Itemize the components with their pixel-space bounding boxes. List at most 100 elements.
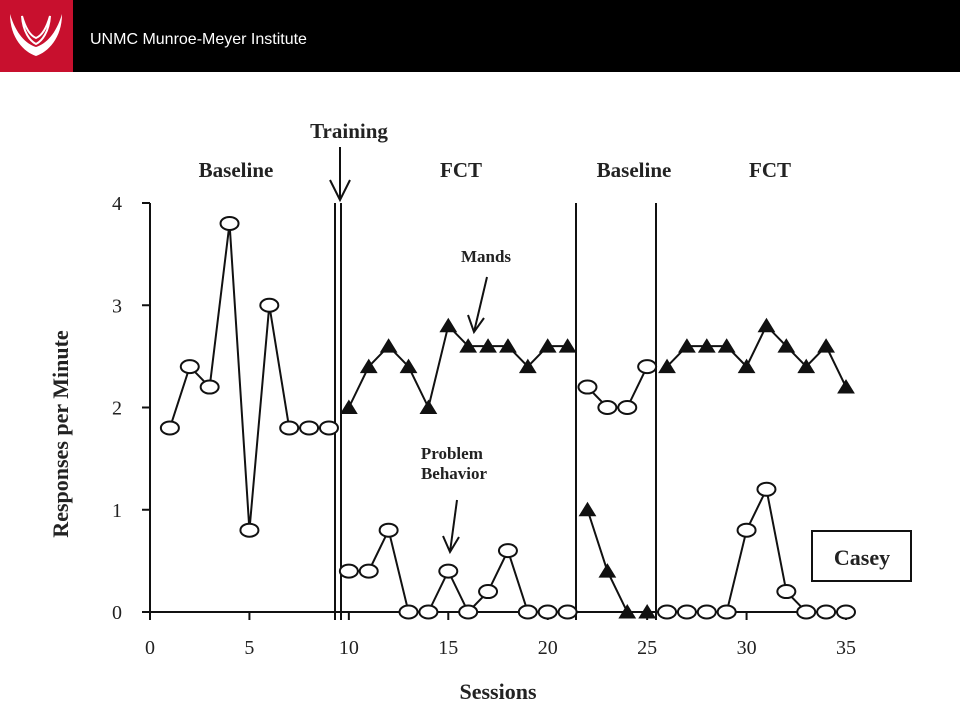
mands-point <box>379 338 398 353</box>
mands-point <box>697 338 716 353</box>
problem-behavior-point <box>438 563 459 579</box>
mands-point <box>538 338 557 353</box>
problem-behavior-point <box>179 359 200 375</box>
mands-arrow <box>473 276 488 333</box>
y-tick-label: 0 <box>112 602 122 624</box>
mands-point <box>518 358 537 374</box>
problem-behavior-point <box>676 604 697 620</box>
x-tick-label: 20 <box>538 637 558 659</box>
annotation-problem-line-2: Behavior <box>421 464 488 483</box>
phase-label-baseline-1: Baseline <box>199 158 274 182</box>
mands-point <box>618 604 637 619</box>
problem-behavior-point <box>577 379 598 395</box>
problem-behavior-point <box>219 215 240 231</box>
y-tick-label: 3 <box>112 295 122 317</box>
x-tick-label: 15 <box>438 637 458 659</box>
mands-point <box>638 604 657 619</box>
problem-behavior-point <box>537 604 558 620</box>
x-tick-label: 10 <box>339 637 359 659</box>
mands-point <box>737 358 756 374</box>
mands-point <box>558 338 577 353</box>
problem-behavior-point <box>378 522 399 538</box>
problem-behavior-point <box>358 563 379 579</box>
multiple-baseline-chart: 0 1 2 3 4 0 5 10 15 20 25 30 35 Baseline FCT Baseli… <box>48 119 912 704</box>
annotation-training: Training <box>310 119 388 143</box>
problem-behavior-point <box>478 584 499 600</box>
mands-point <box>419 399 438 414</box>
mands-point <box>757 317 776 333</box>
mands-arrowhead <box>467 314 485 335</box>
problem-behavior-point <box>458 604 479 620</box>
mands-point <box>717 338 736 353</box>
y-tick-label: 1 <box>112 500 122 522</box>
problem-behavior-point <box>159 420 180 436</box>
series-layer <box>159 215 856 620</box>
mands-point <box>359 358 378 374</box>
x-tick-label: 0 <box>145 637 155 659</box>
unmc-logo-icon <box>0 0 73 72</box>
mands-point <box>399 358 418 374</box>
mands-line <box>347 323 568 411</box>
problem-behavior-point <box>279 420 300 436</box>
problem-behavior-point <box>836 604 856 620</box>
y-tick-label: 4 <box>112 193 122 215</box>
participant-label: Casey <box>834 545 890 570</box>
x-tick-label: 35 <box>836 637 856 659</box>
problem-behavior-arrow <box>449 499 458 553</box>
problem-behavior-point <box>736 522 757 538</box>
problem-behavior-arrowhead <box>442 535 460 555</box>
problem-behavior-point <box>637 359 658 375</box>
annotation-problem-behavior: Problem Behavior <box>421 444 488 483</box>
institute-title: UNMC Munroe-Meyer Institute <box>90 31 307 48</box>
problem-behavior-point <box>398 604 419 620</box>
mands-point <box>339 399 358 414</box>
y-tick-label: 2 <box>112 398 122 420</box>
problem-behavior-point <box>318 420 339 436</box>
x-axis-title: Sessions <box>459 679 536 704</box>
problem-behavior-point <box>617 400 638 415</box>
mands-point <box>777 338 796 353</box>
problem-behavior-point <box>497 543 518 559</box>
problem-behavior-point <box>299 420 320 436</box>
problem-behavior-point <box>756 481 777 497</box>
mands-point <box>837 379 855 394</box>
annotation-problem-line-1: Problem <box>421 444 483 463</box>
mands-point <box>797 358 816 374</box>
problem-behavior-point <box>418 604 439 620</box>
mands-point <box>598 563 617 578</box>
problem-behavior-point <box>796 604 817 620</box>
mands-point <box>578 501 597 517</box>
problem-behavior-point <box>776 584 797 600</box>
problem-behavior-point <box>517 604 538 620</box>
y-axis-title: Responses per Minute <box>48 330 73 538</box>
mands-line <box>586 509 648 613</box>
participant-box <box>811 530 912 582</box>
annotation-mands: Mands <box>461 247 511 266</box>
x-tick-label: 25 <box>637 637 657 659</box>
problem-behavior-point <box>239 522 260 538</box>
problem-behavior-point <box>557 604 578 620</box>
problem-behavior-point <box>696 604 717 620</box>
phase-label-fct-2: FCT <box>749 158 791 182</box>
problem-behavior-point <box>816 604 837 620</box>
header-bar: UNMC Munroe-Meyer Institute <box>0 0 960 72</box>
problem-behavior-point <box>199 379 220 395</box>
mands-point <box>499 338 517 353</box>
problem-behavior-point <box>716 604 737 620</box>
problem-behavior-point <box>597 400 618 415</box>
x-tick-label: 30 <box>737 637 757 659</box>
mands-point <box>678 338 696 353</box>
x-tick-label: 5 <box>244 637 254 659</box>
mands-point <box>439 317 458 333</box>
problem-behavior-point <box>259 297 280 313</box>
problem-behavior-line <box>168 223 329 531</box>
mands-point <box>817 338 836 353</box>
phase-label-baseline-2: Baseline <box>597 158 672 182</box>
mands-point <box>479 338 497 353</box>
phase-label-fct-1: FCT <box>440 158 482 182</box>
mands-point <box>658 358 676 374</box>
mands-point <box>459 338 478 353</box>
problem-behavior-point <box>657 604 678 620</box>
training-arrowhead <box>329 179 351 203</box>
problem-behavior-point <box>338 563 359 579</box>
